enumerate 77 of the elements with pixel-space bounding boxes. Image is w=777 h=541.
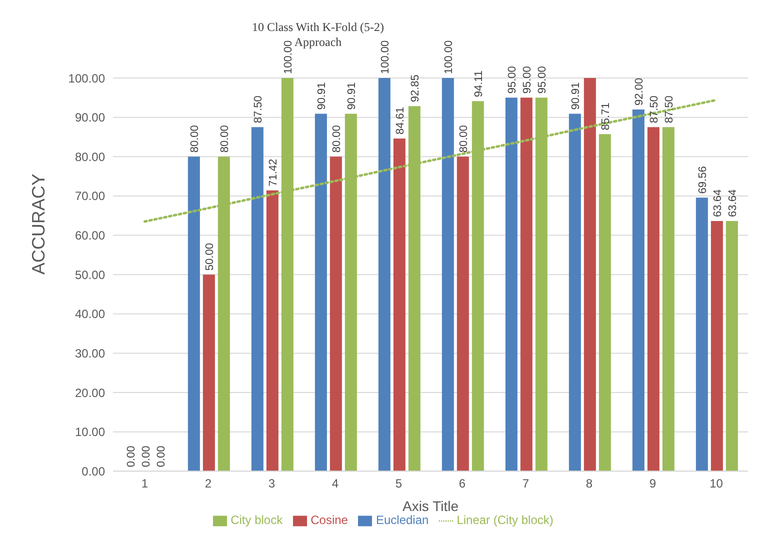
- bar: [520, 98, 532, 472]
- data-label: 85.71: [600, 102, 612, 130]
- x-tick-label: 10: [710, 476, 724, 491]
- bar: [378, 78, 390, 472]
- data-label: 95.00: [536, 66, 548, 94]
- x-tick-label: 3: [268, 476, 276, 491]
- data-label: 92.85: [409, 74, 422, 102]
- x-tick-label: 9: [649, 476, 656, 491]
- y-tick-label: 20.00: [74, 386, 106, 400]
- legend-label: Eucledian: [376, 513, 429, 528]
- bar: [202, 274, 215, 472]
- data-label: 71.42: [267, 158, 280, 186]
- data-label: 84.61: [394, 106, 406, 135]
- bar: [632, 109, 644, 472]
- y-tick-label: 40.00: [74, 307, 106, 322]
- bar: [266, 190, 278, 472]
- y-tick-label: 80.00: [74, 150, 106, 164]
- bar: [456, 156, 469, 472]
- bar: [442, 78, 454, 472]
- data-label: 90.91: [316, 82, 328, 110]
- bar: [710, 220, 723, 472]
- bar: [696, 198, 708, 472]
- y-tick-label: 30.00: [74, 346, 106, 360]
- x-tick-label: 1: [141, 476, 148, 491]
- data-label: 87.50: [648, 96, 660, 124]
- y-tick-label: 10.00: [74, 425, 106, 440]
- bar: [726, 220, 738, 472]
- bar: [330, 156, 342, 472]
- x-tick-label: 2: [204, 476, 212, 491]
- data-label: 0.00: [140, 446, 152, 468]
- x-tick-label: 8: [586, 476, 593, 491]
- data-label: 90.91: [346, 82, 358, 110]
- bar: [662, 127, 674, 472]
- data-label: 80.00: [330, 125, 343, 153]
- data-label: 0.00: [125, 446, 138, 468]
- data-label: 95.00: [506, 66, 518, 94]
- bar: [598, 134, 611, 472]
- y-tick-label: 100.00: [68, 71, 106, 86]
- y-tick-label: 90.00: [74, 110, 106, 125]
- data-label: 90.91: [570, 82, 582, 110]
- data-label: 92.00: [633, 78, 646, 106]
- bar: [188, 156, 200, 472]
- data-label: 95.00: [521, 66, 534, 94]
- legend-label: Cosine: [310, 513, 348, 528]
- y-tick-label: 70.00: [74, 189, 106, 204]
- data-label: 50.00: [204, 243, 216, 271]
- y-tick-label: 0.00: [82, 464, 106, 478]
- x-tick-label: 5: [395, 476, 402, 491]
- data-label: 100.00: [379, 40, 392, 74]
- data-label: 69.56: [696, 166, 709, 194]
- data-label: 94.11: [472, 70, 485, 98]
- bar: [647, 127, 660, 472]
- data-label: 80.00: [188, 125, 201, 153]
- data-label: 80.00: [218, 125, 231, 153]
- data-label: 80.00: [458, 125, 470, 153]
- data-label: 63.64: [726, 189, 739, 217]
- data-label: 63.64: [712, 189, 724, 217]
- legend-label: City block: [230, 513, 283, 528]
- bar: [251, 127, 264, 472]
- y-axis-title: ACCURACY: [28, 174, 48, 275]
- x-axis-title: Axis Title: [402, 498, 459, 514]
- bar: [314, 114, 327, 472]
- bar: [584, 78, 596, 472]
- data-label: 87.50: [663, 96, 676, 124]
- y-tick-label: 50.00: [74, 268, 106, 282]
- data-label: 100.00: [282, 40, 294, 74]
- x-tick-label: 6: [458, 476, 466, 491]
- bar: [568, 114, 581, 472]
- data-label: 87.50: [252, 96, 264, 124]
- x-tick-label: 7: [522, 476, 530, 491]
- data-label: 100.00: [442, 40, 455, 74]
- bar: [393, 138, 406, 472]
- legend-label: Linear (City block): [456, 513, 554, 528]
- data-label: 0.00: [155, 446, 168, 468]
- bar: [505, 98, 518, 472]
- x-tick-label: 4: [332, 476, 339, 491]
- y-tick-label: 60.00: [74, 228, 106, 243]
